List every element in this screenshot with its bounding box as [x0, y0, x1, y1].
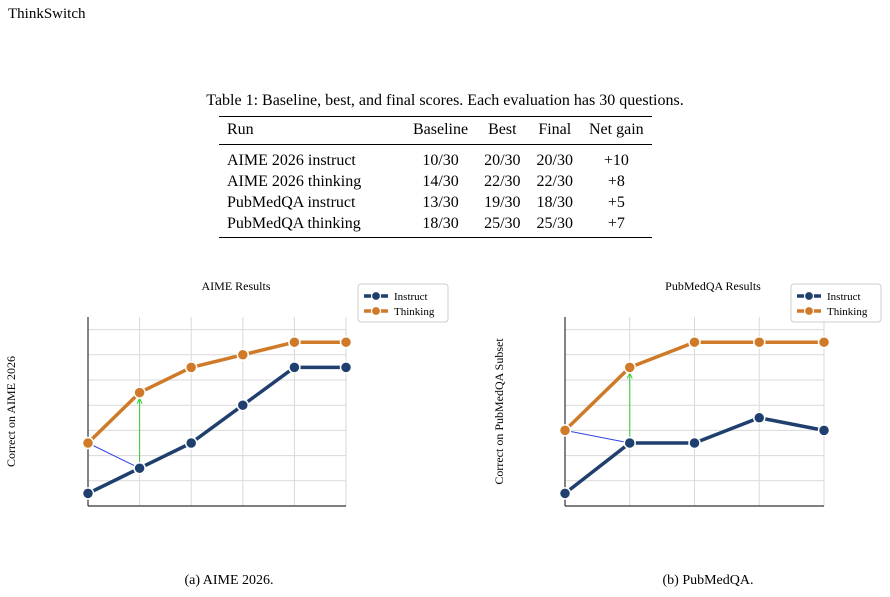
data-point-instruct — [817, 424, 831, 437]
data-point-thinking — [133, 386, 146, 399]
series-line-thinking — [86, 340, 346, 445]
legend-label-instruct: Instruct — [394, 291, 428, 303]
column-header: Final — [538, 121, 572, 138]
table-cell: PubMedQA instruct — [227, 194, 356, 211]
column-header: Best — [488, 121, 517, 138]
aime-results-chart: AIME Results Iteration Correct on AIME 202… — [4, 279, 449, 532]
y-axis-label: Correct on PubMedQA Subset — [492, 338, 506, 485]
legend-swatch-marker-instruct — [803, 290, 815, 302]
results-table: Run Baseline Best Final Net gain AIME 20… — [219, 116, 652, 238]
table-cell: AIME 2026 thinking — [227, 173, 362, 190]
table-cell: 25/30 — [536, 215, 573, 232]
table-row: AIME 2026 instruct 10/30 20/30 20/30 +10 — [219, 145, 652, 172]
x-axis-label: Iteration — [671, 531, 712, 532]
data-point-thinking — [81, 436, 95, 450]
data-point-thinking — [558, 424, 572, 437]
table-cell: +5 — [607, 194, 625, 211]
data-point-instruct — [288, 361, 301, 374]
table-cell: 22/30 — [536, 173, 573, 190]
table-cell: +10 — [603, 152, 629, 169]
data-point-instruct — [339, 361, 353, 374]
data-point-instruct — [753, 411, 766, 425]
running-header: ThinkSwitch — [8, 6, 86, 22]
switch-to-instruct-line — [87, 442, 140, 469]
table-cell: 20/30 — [484, 152, 521, 169]
table-cell: 20/30 — [536, 152, 573, 169]
legend-swatch-marker-instruct — [370, 290, 382, 302]
data-point-instruct — [558, 487, 572, 500]
data-point-instruct — [184, 436, 198, 450]
column-header: Run — [227, 121, 254, 138]
data-point-instruct — [623, 436, 636, 450]
table-cell: +7 — [607, 215, 625, 232]
legend-label-thinking: Thinking — [827, 306, 868, 318]
legend-swatch-marker-thinking — [370, 305, 382, 317]
data-point-instruct — [81, 487, 95, 500]
data-point-thinking — [688, 335, 701, 349]
data-point-thinking — [184, 361, 198, 374]
column-header: Baseline — [413, 121, 469, 138]
table-row: PubMedQA thinking 18/30 25/30 25/30 +7 — [219, 213, 652, 238]
data-point-thinking — [288, 335, 301, 349]
table-cell: 18/30 — [536, 194, 573, 211]
table-cell: 13/30 — [422, 194, 459, 211]
data-point-thinking — [623, 361, 636, 374]
table-cell: +8 — [607, 173, 625, 190]
series-line-instruct — [87, 365, 346, 495]
table-cell: 10/30 — [422, 152, 459, 169]
table-cell: 18/30 — [422, 215, 459, 232]
data-point-instruct — [688, 436, 701, 450]
data-point-instruct — [236, 398, 250, 412]
table-cell: PubMedQA thinking — [227, 215, 361, 232]
figure-subcaption-b: (b) PubMedQA. — [662, 573, 754, 588]
y-axis-label: Correct on AIME 2026 — [4, 356, 18, 467]
chart-title: AIME Results — [202, 279, 271, 293]
data-point-instruct — [133, 461, 146, 475]
pubmedqa-results-chart: PubMedQA Results Iteration Correct on PubM… — [492, 279, 882, 532]
data-point-thinking — [339, 335, 353, 349]
data-point-thinking — [236, 348, 250, 362]
figure-subcaption-a: (a) AIME 2026. — [184, 573, 274, 588]
data-point-thinking — [753, 335, 766, 349]
chart-title: PubMedQA Results — [665, 279, 761, 293]
table-cell: AIME 2026 instruct — [227, 152, 356, 169]
table-cell: 14/30 — [422, 173, 459, 190]
x-axis-label: Iteration — [194, 531, 235, 532]
table-cell: 22/30 — [484, 173, 521, 190]
table-row: PubMedQA instruct 13/30 19/30 18/30 +5 — [219, 192, 652, 213]
table-cell: 25/30 — [484, 215, 521, 232]
legend-swatch-marker-thinking — [803, 305, 815, 317]
table-cell: 19/30 — [484, 194, 521, 211]
legend-label-instruct: Instruct — [827, 291, 861, 303]
table-caption: Table 1: Baseline, best, and final score… — [206, 92, 684, 109]
data-point-thinking — [817, 335, 831, 349]
table-header-row: Run Baseline Best Final Net gain — [219, 116, 652, 145]
switch-to-instruct-line — [564, 429, 630, 444]
column-header: Net gain — [589, 121, 644, 138]
legend-label-thinking: Thinking — [394, 306, 435, 318]
table-row: AIME 2026 thinking 14/30 22/30 22/30 +8 — [219, 171, 652, 192]
